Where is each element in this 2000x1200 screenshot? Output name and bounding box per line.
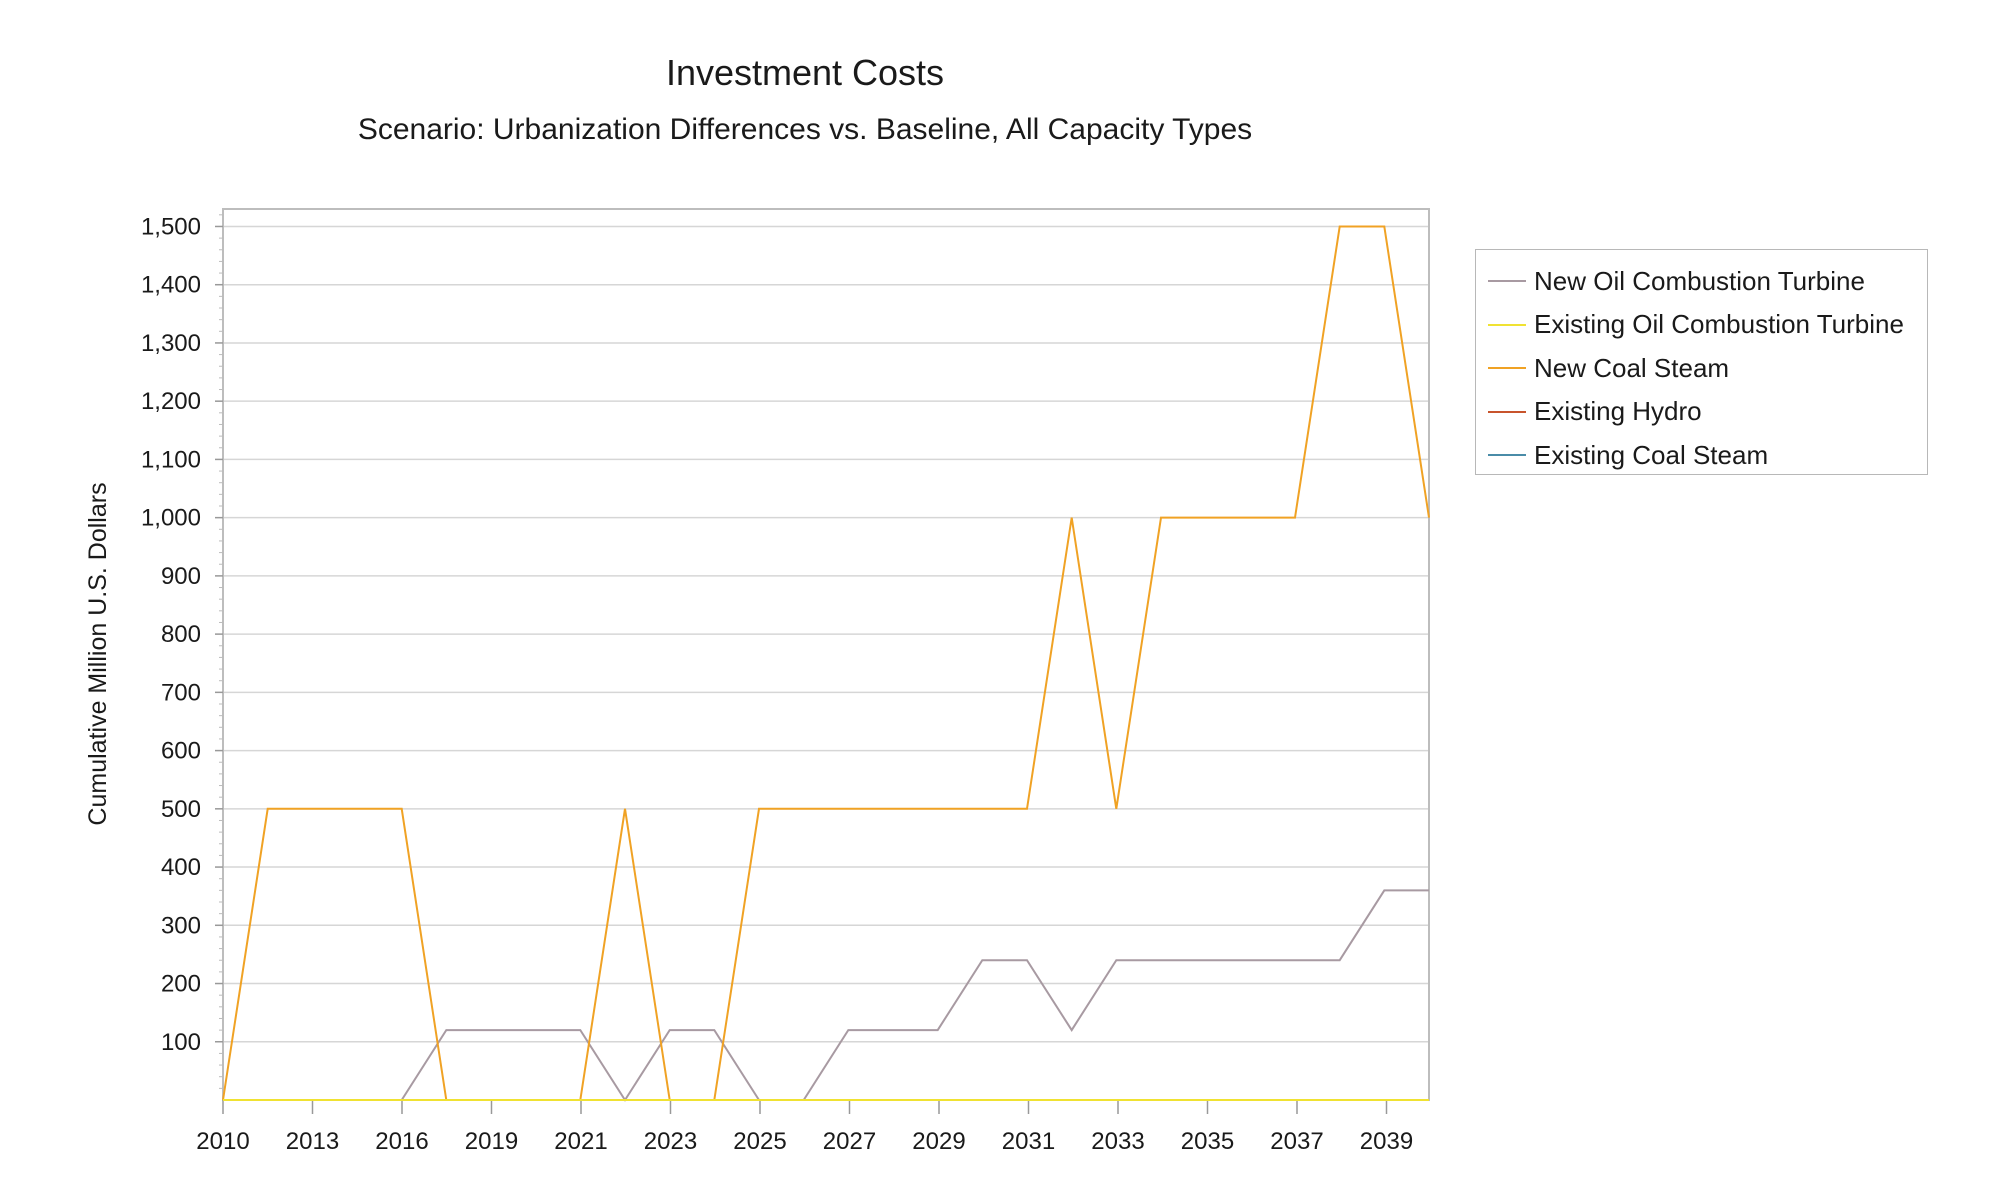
legend-item: Existing Hydro bbox=[1488, 394, 1702, 430]
x-tick-label: 2010 bbox=[196, 1128, 249, 1155]
y-tick-label: 400 bbox=[161, 854, 201, 881]
x-tick-label: 2029 bbox=[912, 1128, 965, 1155]
legend-swatch bbox=[1488, 280, 1526, 282]
legend-swatch bbox=[1488, 410, 1526, 413]
legend: New Oil Combustion Turbine Existing Oil C… bbox=[1475, 249, 1928, 475]
x-tick-label: 2023 bbox=[644, 1128, 697, 1155]
series-line-new-coal-steam bbox=[222, 225, 1430, 1101]
legend-item: New Oil Combustion Turbine bbox=[1488, 263, 1865, 299]
series-line-new-oil-combustion-turbine bbox=[223, 889, 1429, 1102]
axis-layer: 100 200 300 400 500 600 700 800 900 1,000 1,100 1,2… bbox=[141, 213, 1429, 1155]
y-tick-label: 600 bbox=[161, 738, 201, 765]
grid-layer bbox=[223, 225, 1429, 1043]
legend-swatch bbox=[1488, 454, 1526, 456]
y-axis-title: Cumulative Million U.S. Dollars bbox=[84, 482, 112, 825]
x-tick-label: 2025 bbox=[733, 1128, 786, 1155]
y-tick-label: 900 bbox=[161, 563, 201, 590]
y-tick-label: 800 bbox=[161, 621, 201, 648]
legend-label: New Oil Combustion Turbine bbox=[1534, 265, 1865, 296]
legend-swatch bbox=[1488, 323, 1526, 326]
x-tick-label: 2021 bbox=[554, 1128, 607, 1155]
x-tick-label: 2016 bbox=[375, 1128, 428, 1155]
y-tick-label: 1,500 bbox=[141, 213, 201, 240]
legend-label: Existing Oil Combustion Turbine bbox=[1534, 309, 1904, 339]
y-tick-label: 1,400 bbox=[141, 272, 201, 299]
series-layer bbox=[222, 225, 1430, 1102]
legend-item: Existing Coal Steam bbox=[1488, 437, 1768, 473]
x-tick-label: 2033 bbox=[1091, 1128, 1144, 1155]
y-tick-label: 200 bbox=[161, 971, 201, 998]
chart-subtitle: Scenario: Urbanization Differences vs. B… bbox=[357, 113, 1253, 146]
y-tick-label: 700 bbox=[161, 679, 201, 706]
y-tick-label: 500 bbox=[161, 796, 201, 823]
legend-swatch bbox=[1488, 367, 1526, 369]
legend-label: Existing Coal Steam bbox=[1534, 439, 1769, 470]
x-tick-label: 2037 bbox=[1270, 1128, 1323, 1155]
x-tick-label: 2031 bbox=[1002, 1128, 1055, 1155]
x-tick-label: 2027 bbox=[823, 1128, 876, 1155]
x-tick-label: 2013 bbox=[286, 1128, 339, 1155]
legend-item: Existing Oil Combustion Turbine bbox=[1488, 307, 1904, 343]
y-tick-label: 1,000 bbox=[141, 505, 201, 532]
legend-label: New Coal Steam bbox=[1534, 352, 1730, 383]
legend-label: Existing Hydro bbox=[1534, 396, 1702, 426]
x-tick-label: 2039 bbox=[1360, 1128, 1413, 1155]
y-tick-label: 1,300 bbox=[141, 330, 201, 357]
y-tick-label: 100 bbox=[161, 1029, 201, 1056]
y-tick-label: 1,200 bbox=[141, 388, 201, 415]
chart-title: Investment Costs bbox=[665, 52, 945, 93]
y-tick-label: 1,100 bbox=[141, 446, 201, 473]
legend-item: New Coal Steam bbox=[1488, 350, 1729, 386]
x-tick-label: 2035 bbox=[1181, 1128, 1234, 1155]
y-tick-label: 300 bbox=[161, 912, 201, 939]
x-tick-label: 2019 bbox=[465, 1128, 518, 1155]
